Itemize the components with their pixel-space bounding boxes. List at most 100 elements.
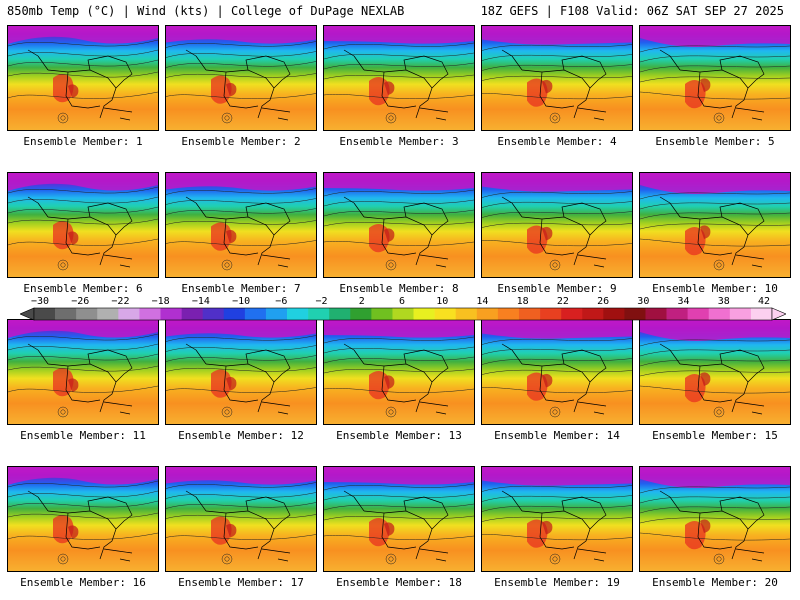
colorbar-swatch [729, 308, 752, 320]
colorbar-high-arrow [771, 307, 786, 321]
ensemble-member-label: Ensemble Member: 10 [652, 282, 778, 295]
temperature-map [324, 173, 474, 277]
colorbar-tick-label: −14 [191, 296, 210, 307]
colorbar-tick-label: 42 [757, 296, 771, 307]
colorbar-swatch [244, 308, 267, 320]
colorbar-swatch [540, 308, 562, 320]
temperature-map [324, 26, 474, 130]
ensemble-map-panel [7, 466, 159, 572]
ensemble-map-panel [165, 319, 317, 425]
colorbar-tick-label: 18 [516, 296, 529, 307]
temperature-map [324, 320, 474, 424]
colorbar-swatch [202, 308, 225, 320]
colorbar-swatch [371, 308, 393, 320]
ensemble-map-panel [481, 25, 633, 131]
ensemble-member-label: Ensemble Member: 8 [339, 282, 459, 295]
colorbar-swatch [55, 308, 77, 320]
ensemble-member-label: Ensemble Member: 9 [497, 282, 617, 295]
temperature-map [640, 467, 790, 571]
colorbar-tick-label: 26 [597, 296, 610, 307]
colorbar-tick-label: −2 [315, 296, 328, 307]
ensemble-member-label: Ensemble Member: 1 [23, 135, 143, 148]
temperature-map [640, 26, 790, 130]
colorbar-swatch [287, 308, 309, 320]
colorbar-swatch [561, 308, 583, 320]
colorbar-tick-label: 22 [556, 296, 569, 307]
colorbar-swatch [666, 308, 688, 320]
ensemble-map-panel [639, 466, 791, 572]
ensemble-map-panel [639, 172, 791, 278]
ensemble-map-panel [7, 172, 159, 278]
colorbar-swatch [34, 308, 56, 320]
ensemble-map-panel [323, 25, 475, 131]
ensemble-map-panel [481, 172, 633, 278]
ensemble-member-label: Ensemble Member: 19 [494, 576, 620, 589]
colorbar-swatch [582, 308, 604, 320]
ensemble-member-label: Ensemble Member: 14 [494, 429, 620, 442]
ensemble-member-label: Ensemble Member: 7 [181, 282, 301, 295]
ensemble-map-panel [165, 172, 317, 278]
temperature-map [166, 26, 316, 130]
ensemble-map-panel [165, 466, 317, 572]
colorbar-swatch [624, 308, 646, 320]
model-valid-time: 18Z GEFS | F108 Valid: 06Z SAT SEP 27 20… [480, 4, 784, 18]
ensemble-member-label: Ensemble Member: 16 [20, 576, 146, 589]
temperature-colorbar [20, 307, 786, 321]
colorbar-tick-label: −6 [275, 296, 288, 307]
ensemble-member-label: Ensemble Member: 13 [336, 429, 462, 442]
ensemble-member-label: Ensemble Member: 4 [497, 135, 617, 148]
temperature-map [482, 26, 632, 130]
map-title: 850mb Temp (°C) | Wind (kts) | College o… [7, 4, 405, 18]
colorbar-swatch [708, 308, 731, 320]
ensemble-map-panel [323, 319, 475, 425]
temperature-map [8, 26, 158, 130]
ensemble-member-label: Ensemble Member: 17 [178, 576, 304, 589]
colorbar-tick-label: 2 [358, 296, 365, 307]
temperature-map [640, 320, 790, 424]
colorbar-swatch [160, 308, 182, 320]
temperature-map [640, 173, 790, 277]
ensemble-map-panel [639, 319, 791, 425]
colorbar-low-arrow [20, 307, 35, 321]
ensemble-member-label: Ensemble Member: 2 [181, 135, 301, 148]
colorbar-swatch [223, 308, 246, 320]
colorbar-tick-label: 10 [436, 296, 449, 307]
ensemble-map-panel [639, 25, 791, 131]
colorbar-tick-label: 30 [637, 296, 650, 307]
colorbar-swatch [308, 308, 330, 320]
ensemble-member-label: Ensemble Member: 18 [336, 576, 462, 589]
colorbar-tick-label: −26 [71, 296, 90, 307]
colorbar-swatch [413, 308, 435, 320]
colorbar-swatch [645, 308, 667, 320]
colorbar-tick-label: −18 [151, 296, 170, 307]
temperature-map [482, 320, 632, 424]
ensemble-map-panel [481, 466, 633, 572]
ensemble-map-panel [481, 319, 633, 425]
temperature-map [8, 467, 158, 571]
ensemble-member-label: Ensemble Member: 15 [652, 429, 778, 442]
temperature-map [8, 320, 158, 424]
temperature-map [324, 467, 474, 571]
colorbar-swatch [603, 308, 625, 320]
colorbar-tick-label: 6 [398, 296, 406, 307]
colorbar-tick-label: 14 [476, 296, 489, 307]
colorbar-tick-label: −22 [111, 296, 130, 307]
ensemble-map-panel [165, 25, 317, 131]
ensemble-member-label: Ensemble Member: 5 [655, 135, 775, 148]
colorbar-swatch [750, 308, 773, 320]
ensemble-map-panel [7, 25, 159, 131]
ensemble-member-label: Ensemble Member: 6 [23, 282, 143, 295]
colorbar-swatch [518, 308, 541, 320]
temperature-map [166, 467, 316, 571]
colorbar-swatch [118, 308, 140, 320]
colorbar-swatch [476, 308, 499, 320]
ensemble-map-panel [7, 319, 159, 425]
ensemble-map-panel [323, 466, 475, 572]
colorbar-swatch [497, 308, 520, 320]
ensemble-member-label: Ensemble Member: 3 [339, 135, 459, 148]
colorbar-swatch [455, 308, 478, 320]
colorbar-tick-label: −10 [232, 296, 251, 307]
colorbar-swatch [329, 308, 351, 320]
colorbar-tick-label: 34 [677, 296, 690, 307]
colorbar-swatch [687, 308, 710, 320]
